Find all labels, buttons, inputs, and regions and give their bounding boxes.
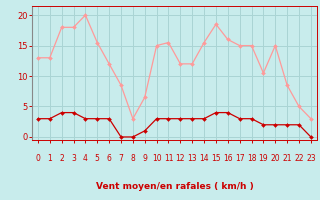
X-axis label: Vent moyen/en rafales ( km/h ): Vent moyen/en rafales ( km/h ) <box>96 182 253 191</box>
